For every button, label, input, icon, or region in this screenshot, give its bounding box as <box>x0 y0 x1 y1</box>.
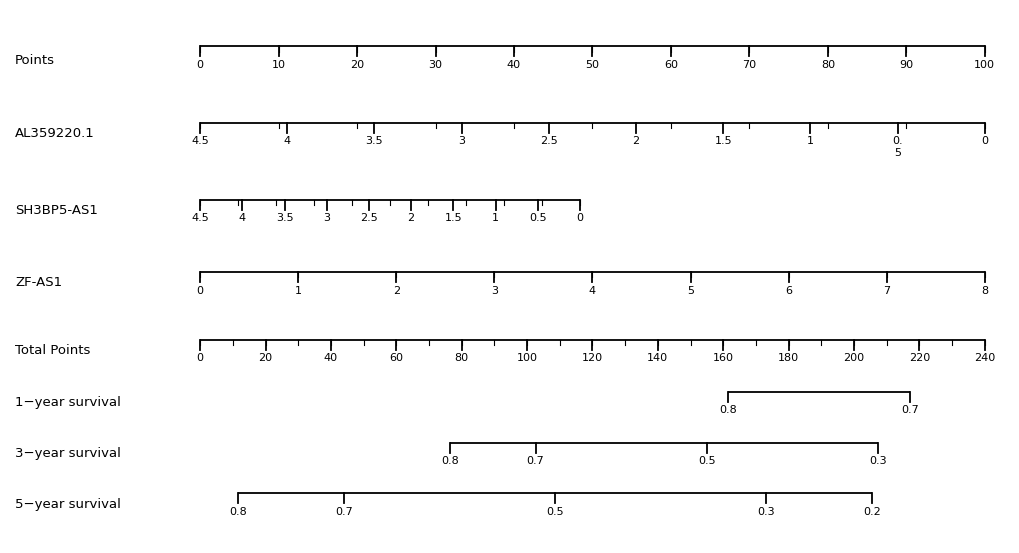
Text: 60: 60 <box>663 60 678 70</box>
Text: 0.5: 0.5 <box>697 456 715 466</box>
Text: 7: 7 <box>882 285 890 295</box>
Text: 4: 4 <box>588 285 595 295</box>
Text: Points: Points <box>15 54 55 67</box>
Text: 5: 5 <box>687 285 693 295</box>
Text: 2.5: 2.5 <box>360 213 377 223</box>
Text: 1: 1 <box>806 137 813 147</box>
Text: SH3BP5-AS1: SH3BP5-AS1 <box>15 204 98 217</box>
Text: 30: 30 <box>428 60 442 70</box>
Text: 4: 4 <box>283 137 290 147</box>
Text: 1: 1 <box>294 285 302 295</box>
Text: 3−year survival: 3−year survival <box>15 447 121 460</box>
Text: 4.5: 4.5 <box>191 137 209 147</box>
Text: 120: 120 <box>581 353 602 363</box>
Text: 180: 180 <box>777 353 799 363</box>
Text: AL359220.1: AL359220.1 <box>15 127 95 140</box>
Text: 0: 0 <box>576 213 583 223</box>
Text: 2: 2 <box>392 285 399 295</box>
Text: 160: 160 <box>712 353 733 363</box>
Text: 4.5: 4.5 <box>191 213 209 223</box>
Text: 0.8: 0.8 <box>718 405 736 415</box>
Text: 0.5: 0.5 <box>529 213 546 223</box>
Text: 80: 80 <box>454 353 469 363</box>
Text: Total Points: Total Points <box>15 344 91 357</box>
Text: 3.5: 3.5 <box>366 137 383 147</box>
Text: 2.5: 2.5 <box>539 137 557 147</box>
Text: 40: 40 <box>323 353 337 363</box>
Text: 0.3: 0.3 <box>868 456 886 466</box>
Text: 50: 50 <box>585 60 599 70</box>
Text: 2: 2 <box>408 213 415 223</box>
Text: ZF-AS1: ZF-AS1 <box>15 276 62 290</box>
Text: 90: 90 <box>899 60 912 70</box>
Text: 100: 100 <box>516 353 537 363</box>
Text: 3.5: 3.5 <box>275 213 293 223</box>
Text: 3: 3 <box>323 213 330 223</box>
Text: 1.5: 1.5 <box>713 137 732 147</box>
Text: 100: 100 <box>973 60 995 70</box>
Text: 1−year survival: 1−year survival <box>15 396 121 409</box>
Text: 0: 0 <box>197 60 204 70</box>
Text: 1: 1 <box>491 213 498 223</box>
Text: 60: 60 <box>389 353 403 363</box>
Text: 0: 0 <box>197 285 204 295</box>
Text: 0.5: 0.5 <box>545 507 564 517</box>
Text: 220: 220 <box>908 353 929 363</box>
Text: 20: 20 <box>258 353 272 363</box>
Text: 0: 0 <box>980 137 987 147</box>
Text: 6: 6 <box>785 285 792 295</box>
Text: 70: 70 <box>742 60 756 70</box>
Text: 0.
5: 0. 5 <box>892 137 902 158</box>
Text: 20: 20 <box>350 60 364 70</box>
Text: 3: 3 <box>490 285 497 295</box>
Text: 200: 200 <box>843 353 864 363</box>
Text: 0.2: 0.2 <box>862 507 879 517</box>
Text: 0.7: 0.7 <box>900 405 918 415</box>
Text: 80: 80 <box>820 60 835 70</box>
Text: 0.3: 0.3 <box>757 507 774 517</box>
Text: 10: 10 <box>271 60 285 70</box>
Text: 5−year survival: 5−year survival <box>15 498 121 511</box>
Text: 40: 40 <box>506 60 521 70</box>
Text: 8: 8 <box>980 285 987 295</box>
Text: 0.7: 0.7 <box>526 456 544 466</box>
Text: 0.7: 0.7 <box>334 507 353 517</box>
Text: 4: 4 <box>238 213 246 223</box>
Text: 140: 140 <box>647 353 667 363</box>
Text: 3: 3 <box>458 137 465 147</box>
Text: 0.8: 0.8 <box>229 507 247 517</box>
Text: 0: 0 <box>197 353 204 363</box>
Text: 0.8: 0.8 <box>440 456 459 466</box>
Text: 240: 240 <box>973 353 995 363</box>
Text: 1.5: 1.5 <box>444 213 462 223</box>
Text: 2: 2 <box>632 137 639 147</box>
